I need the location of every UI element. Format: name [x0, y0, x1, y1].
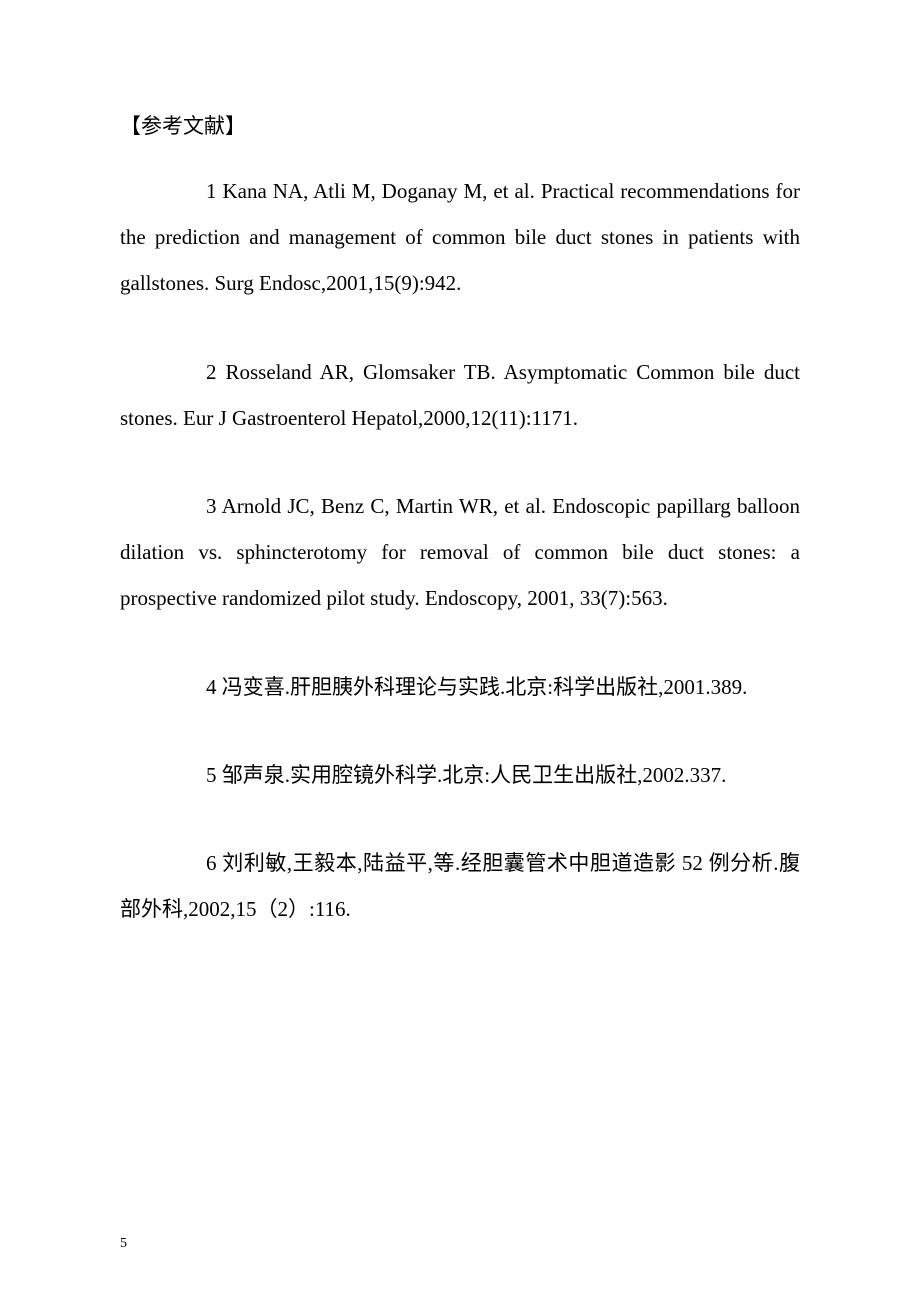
page-number: 5: [120, 1236, 127, 1252]
reference-item: 1 Kana NA, Atli M, Doganay M, et al. Pra…: [120, 168, 800, 307]
reference-item: 3 Arnold JC, Benz C, Martin WR, et al. E…: [120, 483, 800, 622]
reference-item: 5 邹声泉.实用腔镜外科学.北京:人民卫生出版社,2002.337.: [120, 752, 800, 798]
reference-item: 2 Rosseland AR, Glomsaker TB. Asymptomat…: [120, 349, 800, 441]
reference-item: 6 刘利敏,王毅本,陆益平,等.经胆囊管术中胆道造影 52 例分析.腹部外科,2…: [120, 840, 800, 932]
references-heading: 【参考文献】: [120, 110, 800, 140]
reference-item: 4 冯变喜.肝胆胰外科理论与实践.北京:科学出版社,2001.389.: [120, 664, 800, 710]
